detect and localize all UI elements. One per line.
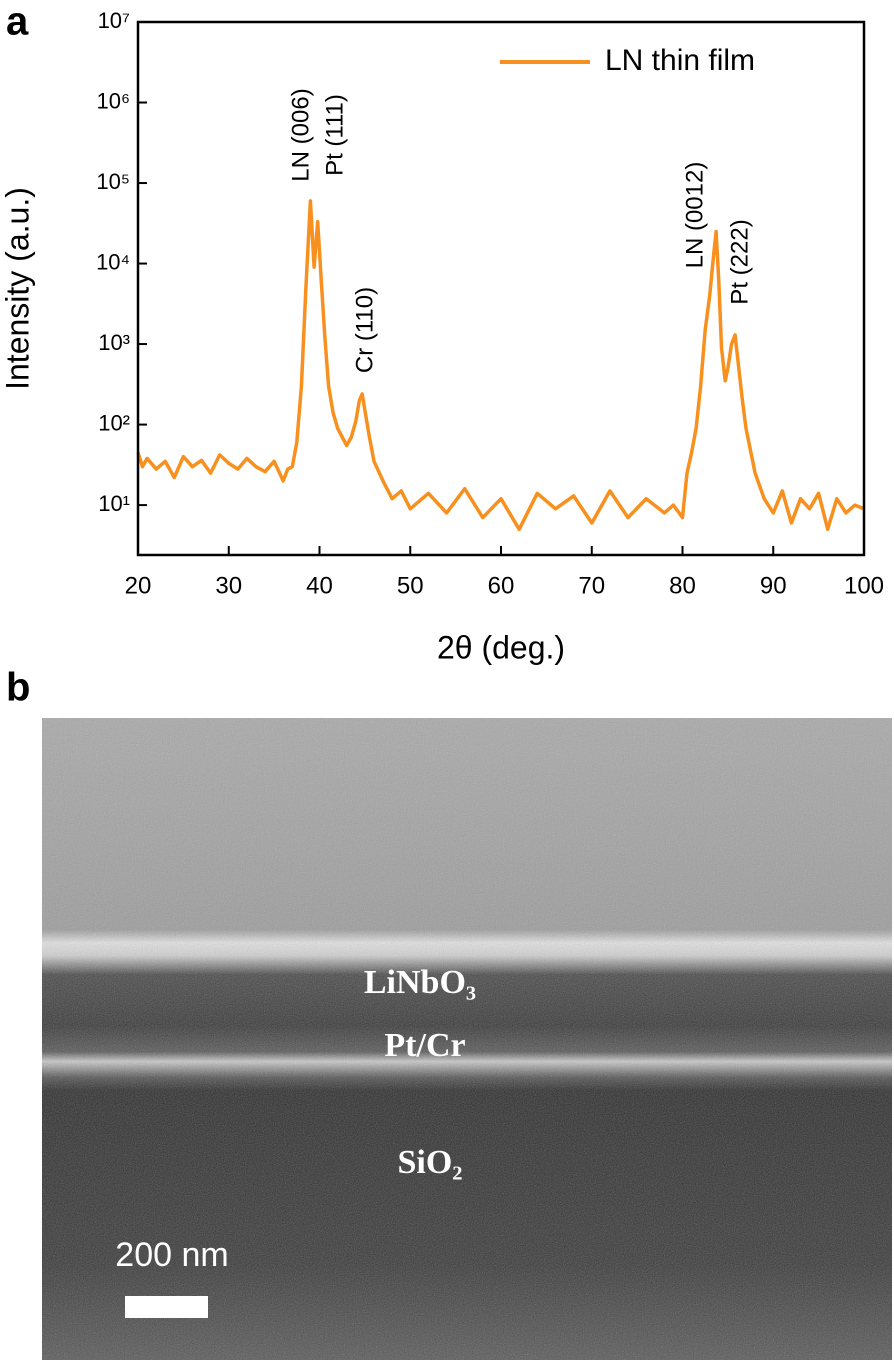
plot-frame — [136, 20, 866, 557]
legend-label: LN thin film — [605, 44, 755, 77]
y-tick-label: 10⁶ — [96, 88, 130, 113]
peak-label: Cr (110) — [351, 287, 378, 373]
layer-label: Pt/Cr — [384, 1027, 465, 1064]
layer-label: SiO₂ — [398, 1144, 463, 1181]
panel-label: a — [6, 0, 29, 44]
layer-label: LiNbO₃ — [364, 964, 476, 1001]
x-axis-label: 2θ (deg.) — [437, 629, 565, 665]
scale-bar — [125, 1296, 208, 1318]
x-tick-label: 90 — [760, 572, 787, 599]
y-tick-label: 10⁷ — [98, 8, 130, 33]
y-tick-label: 10³ — [98, 330, 130, 355]
y-tick-label: 10¹ — [98, 491, 130, 516]
x-tick-label: 40 — [306, 572, 333, 599]
sem-image: LiNbO₃ Pt/Cr SiO₂ 200 nm — [42, 718, 892, 1360]
sem-noise — [42, 718, 892, 1360]
data-line — [136, 199, 865, 532]
x-tick-label: 30 — [215, 572, 242, 599]
x-tick-label: 50 — [397, 572, 424, 599]
x-tick-label: 70 — [578, 572, 605, 599]
x-tick-label: 80 — [669, 572, 696, 599]
y-tick-label: 10⁵ — [96, 169, 130, 194]
y-tick-label: 10² — [98, 410, 130, 435]
peak-label: Pt (222) — [726, 219, 753, 304]
x-tick-label: 20 — [125, 572, 152, 599]
scale-bar-label: 200 nm — [115, 1236, 228, 1274]
y-axis-label: Intensity (a.u.) — [0, 187, 35, 390]
y-tick-label: 10⁴ — [96, 249, 130, 274]
peak-label: LN (006) — [287, 88, 314, 181]
peak-label: Pt (111) — [321, 94, 348, 176]
panel-label: b — [6, 666, 30, 710]
x-tick-label: 60 — [488, 572, 515, 599]
peak-label: LN (0012) — [681, 162, 708, 269]
x-tick-label: 100 — [844, 572, 884, 599]
